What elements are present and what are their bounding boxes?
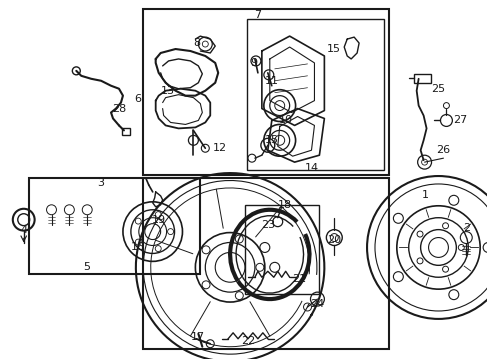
Text: 24: 24 bbox=[310, 299, 324, 309]
Text: 7: 7 bbox=[254, 10, 261, 20]
Text: 26: 26 bbox=[435, 145, 449, 155]
Text: 3: 3 bbox=[98, 178, 104, 188]
Text: 23: 23 bbox=[260, 220, 274, 230]
Text: 5: 5 bbox=[82, 262, 89, 272]
Bar bbox=[246, 19, 383, 170]
Text: 16: 16 bbox=[131, 243, 144, 252]
Text: 13: 13 bbox=[160, 86, 174, 96]
Bar bbox=[29, 178, 200, 274]
Bar bbox=[413, 74, 429, 83]
Text: 25: 25 bbox=[430, 84, 445, 94]
Text: 9: 9 bbox=[250, 58, 257, 68]
Text: 15: 15 bbox=[326, 44, 341, 54]
Text: 20: 20 bbox=[326, 234, 341, 244]
Text: 22: 22 bbox=[241, 336, 255, 346]
Text: 14: 14 bbox=[304, 163, 318, 173]
Text: 2: 2 bbox=[462, 222, 469, 233]
Text: 17: 17 bbox=[191, 332, 205, 342]
Text: 6: 6 bbox=[134, 94, 141, 104]
Text: 11: 11 bbox=[264, 76, 278, 86]
Text: 19: 19 bbox=[151, 215, 165, 225]
Text: 10: 10 bbox=[278, 116, 292, 126]
Bar bbox=[244, 205, 319, 294]
Bar bbox=[142, 9, 388, 175]
Text: 15: 15 bbox=[264, 135, 278, 145]
Bar bbox=[122, 129, 130, 135]
Text: 12: 12 bbox=[213, 143, 227, 153]
Text: 28: 28 bbox=[112, 104, 126, 113]
Text: 1: 1 bbox=[421, 190, 428, 200]
Text: 21: 21 bbox=[292, 274, 306, 284]
Text: 27: 27 bbox=[452, 116, 467, 126]
Bar bbox=[142, 178, 388, 349]
Text: 4: 4 bbox=[20, 225, 27, 235]
Text: 18: 18 bbox=[277, 200, 291, 210]
Text: 8: 8 bbox=[192, 38, 200, 48]
